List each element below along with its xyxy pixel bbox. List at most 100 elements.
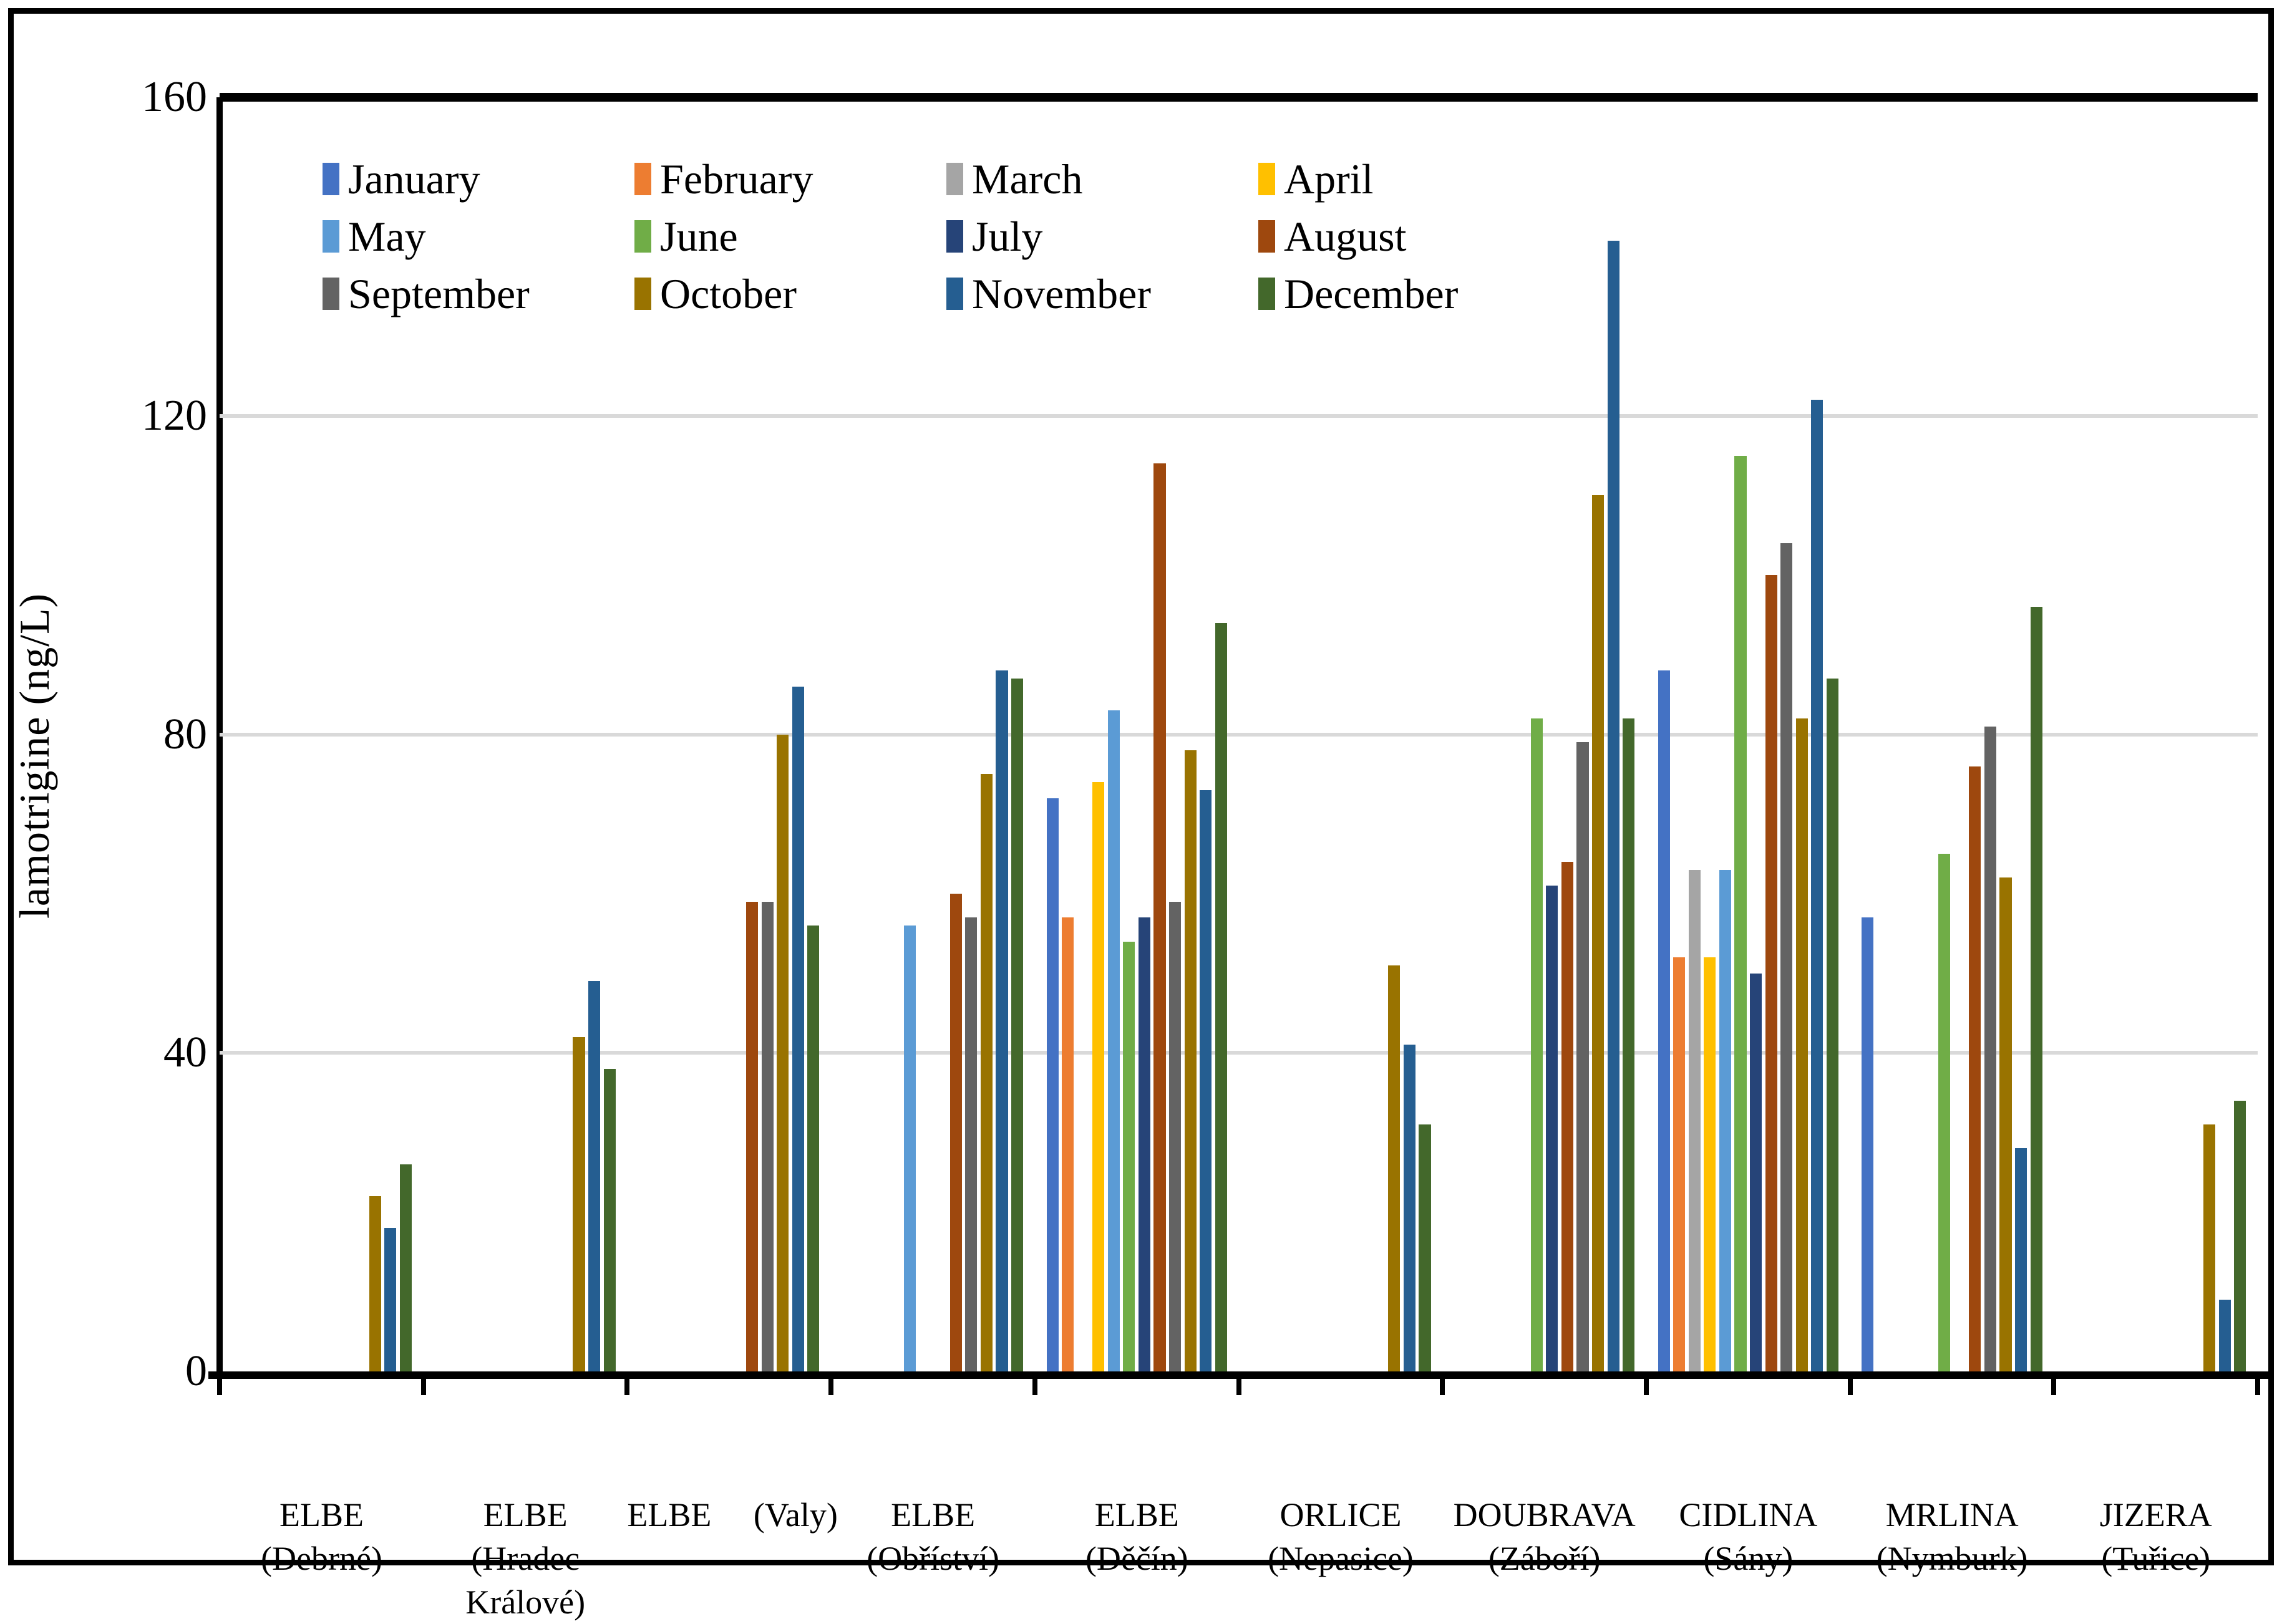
slot-november (1402, 97, 1417, 1371)
bar-september (1576, 742, 1589, 1371)
bar-november (1607, 240, 1619, 1371)
slot-october (1590, 97, 1606, 1371)
slot-october (1794, 97, 1810, 1371)
bar-august (1969, 766, 1981, 1371)
slot-november (1606, 97, 1621, 1371)
slot-october (367, 97, 383, 1371)
bar-november (1200, 790, 1212, 1371)
slot-july (1137, 97, 1152, 1371)
x-axis-tick (420, 1375, 426, 1395)
x-axis-tick (828, 1375, 834, 1395)
legend-label-september: September (348, 270, 530, 317)
slot-april (1906, 97, 1921, 1371)
legend-swatch-december (1258, 278, 1275, 310)
bars-layer (220, 97, 2258, 1371)
legend-swatch-april (1258, 163, 1275, 195)
slot-june (1936, 97, 1952, 1371)
bar-january (1658, 670, 1670, 1371)
bar-december (1623, 718, 1635, 1371)
slot-february (2079, 97, 2095, 1371)
slot-may (1717, 97, 1733, 1371)
category-group-6 (1239, 97, 1443, 1371)
bar-september (1984, 726, 1996, 1371)
x-axis-label-3: ELBE (Valy) (627, 1496, 838, 1534)
chart-canvas: lamotrigine (ng/L) 0 40 80 120 160 ELBE (Deb… (8, 8, 2274, 1621)
bar-october (777, 734, 789, 1371)
bar-november (2218, 1300, 2231, 1371)
slot-december (1417, 97, 1433, 1371)
gridline-120 (220, 413, 2258, 418)
slot-november (586, 97, 602, 1371)
slot-february (1468, 97, 1483, 1371)
bar-november (996, 670, 1008, 1371)
plot-area: ELBE (Debrné) ELBE (Hradec Králové) ELBE (… (208, 93, 2268, 1621)
slot-march (1687, 97, 1702, 1371)
slot-january (230, 97, 245, 1371)
slot-april (1091, 97, 1107, 1371)
slot-may (1513, 97, 1529, 1371)
slot-november (790, 97, 806, 1371)
bar-december (1215, 622, 1227, 1371)
legend-swatch-september (323, 278, 339, 310)
legend-item-march: March (946, 155, 1082, 203)
legend-label-january: January (348, 155, 480, 203)
bar-november (1403, 1045, 1415, 1371)
slot-january (1045, 97, 1061, 1371)
slot-april (276, 97, 291, 1371)
bar-december (1419, 1124, 1431, 1371)
slot-august (1560, 97, 1575, 1371)
slot-december (1621, 97, 1636, 1371)
y-tick-label-40: 40 (163, 1028, 207, 1077)
plot-top-border (220, 93, 2258, 102)
slot-december (398, 97, 414, 1371)
legend-item-august: August (1258, 212, 1406, 261)
slot-may (1106, 97, 1122, 1371)
y-tick-label-80: 80 (163, 710, 207, 758)
x-axis-tick (1440, 1375, 1445, 1395)
slot-february (245, 97, 261, 1371)
bar-october (980, 774, 993, 1371)
slot-january (1656, 97, 1672, 1371)
slot-may (1921, 97, 1937, 1371)
slot-july (1748, 97, 1764, 1371)
x-axis-label-5: ELBE (Děčín) (1085, 1496, 1188, 1577)
legend-swatch-february (634, 163, 651, 195)
category-group-8 (1646, 97, 1850, 1371)
slot-february (1875, 97, 1891, 1371)
slot-may (2125, 97, 2141, 1371)
bar-october (573, 1037, 585, 1371)
legend-label-november: November (972, 270, 1152, 317)
slot-september (1983, 97, 1998, 1371)
legend-swatch-june (634, 220, 651, 253)
bar-july (1749, 973, 1762, 1371)
bar-september (965, 917, 978, 1371)
bar-october (369, 1196, 381, 1371)
x-axis-label-4: ELBE (Obříství) (867, 1496, 1000, 1577)
slot-june (1122, 97, 1137, 1371)
slot-march (260, 97, 276, 1371)
bar-january (1046, 798, 1059, 1371)
legend-label-october: October (660, 270, 797, 317)
legend-swatch-august (1258, 220, 1275, 253)
bar-october (1388, 965, 1401, 1371)
legend-swatch-may (323, 220, 339, 253)
slot-april (2110, 97, 2125, 1371)
bar-december (2030, 607, 2042, 1371)
bar-august (1153, 463, 1166, 1371)
x-axis-tick (1643, 1375, 1649, 1395)
slot-october (571, 97, 587, 1371)
bar-january (1862, 917, 1874, 1371)
x-axis-tick (2051, 1375, 2057, 1395)
x-axis-label-9: MRLINA (Nymburk) (1876, 1496, 2028, 1577)
slot-november (2217, 97, 2233, 1371)
bar-april (1092, 782, 1105, 1371)
slot-november (994, 97, 1010, 1371)
bar-july (1138, 917, 1151, 1371)
bar-june (1123, 941, 1135, 1371)
bar-june (1938, 854, 1951, 1371)
x-axis-tick (217, 1375, 222, 1395)
legend-swatch-march (946, 163, 963, 195)
slot-september (1575, 97, 1591, 1371)
category-group-10 (2054, 97, 2258, 1371)
x-axis-tick (2255, 1375, 2260, 1395)
